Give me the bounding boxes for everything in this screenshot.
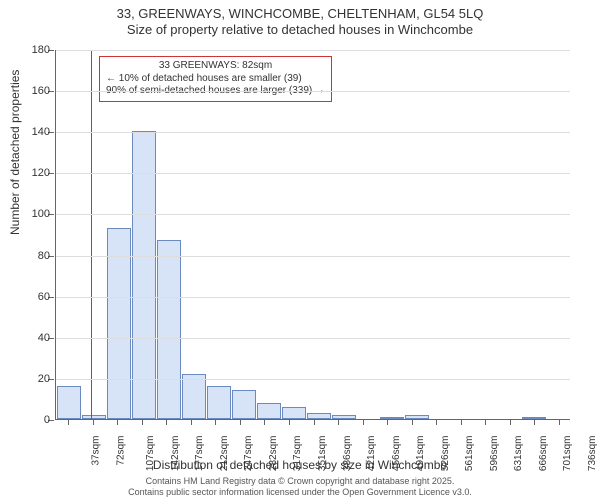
x-tick (314, 419, 315, 425)
chart-footer: Contains HM Land Registry data © Crown c… (0, 476, 600, 500)
y-tick-label: 180 (18, 44, 50, 56)
histogram-bar (157, 240, 181, 419)
x-tick (240, 419, 241, 425)
title-line-2: Size of property relative to detached ho… (0, 22, 600, 38)
annotation-left-line: ← 10% of detached houses are smaller (39… (106, 73, 325, 86)
chart-title: 33, GREENWAYS, WINCHCOMBE, CHELTENHAM, G… (0, 0, 600, 39)
x-tick (436, 419, 437, 425)
histogram-bar (182, 374, 206, 419)
x-tick (166, 419, 167, 425)
x-tick (191, 419, 192, 425)
gridline (56, 256, 570, 257)
bars-group (56, 50, 570, 419)
y-tick-label: 100 (18, 208, 50, 220)
gridline (56, 379, 570, 380)
x-tick (142, 419, 143, 425)
gridline (56, 173, 570, 174)
x-tick (215, 419, 216, 425)
gridline (56, 50, 570, 51)
x-tick (363, 419, 364, 425)
x-tick (559, 419, 560, 425)
x-tick (289, 419, 290, 425)
x-tick (387, 419, 388, 425)
y-tick-label: 0 (18, 414, 50, 426)
y-tick-label: 80 (18, 250, 50, 262)
x-tick (117, 419, 118, 425)
y-tick-label: 140 (18, 126, 50, 138)
gridline (56, 338, 570, 339)
annotation-title: 33 GREENWAYS: 82sqm (106, 60, 325, 73)
x-tick (264, 419, 265, 425)
gridline (56, 214, 570, 215)
histogram-bar (380, 417, 404, 419)
histogram-bar (132, 131, 156, 419)
x-tick (461, 419, 462, 425)
x-tick (412, 419, 413, 425)
x-tick (485, 419, 486, 425)
histogram-bar (282, 407, 306, 419)
histogram-bar (307, 413, 331, 419)
gridline (56, 132, 570, 133)
gridline (56, 297, 570, 298)
histogram-bar (57, 386, 81, 419)
histogram-bar (332, 415, 356, 419)
x-tick (68, 419, 69, 425)
reference-line (91, 50, 92, 419)
x-tick (534, 419, 535, 425)
y-tick-label: 20 (18, 373, 50, 385)
y-tick-label: 120 (18, 167, 50, 179)
plot-area: 33 GREENWAYS: 82sqm ← 10% of detached ho… (55, 50, 570, 420)
x-axis-title: Distribution of detached houses by size … (0, 458, 600, 472)
title-line-1: 33, GREENWAYS, WINCHCOMBE, CHELTENHAM, G… (0, 6, 600, 22)
y-tick-label: 60 (18, 291, 50, 303)
x-tick (93, 419, 94, 425)
footer-line-1: Contains HM Land Registry data © Crown c… (0, 476, 600, 487)
histogram-bar (405, 415, 429, 419)
chart-container: { "title": { "line1": "33, GREENWAYS, WI… (0, 0, 600, 500)
x-tick (510, 419, 511, 425)
annotation-box: 33 GREENWAYS: 82sqm ← 10% of detached ho… (99, 56, 332, 102)
histogram-bar (257, 403, 281, 419)
histogram-bar (207, 386, 231, 419)
y-tick-label: 160 (18, 85, 50, 97)
y-tick-label: 40 (18, 332, 50, 344)
footer-line-2: Contains public sector information licen… (0, 487, 600, 498)
x-tick (338, 419, 339, 425)
gridline (56, 91, 570, 92)
histogram-bar (232, 390, 256, 419)
